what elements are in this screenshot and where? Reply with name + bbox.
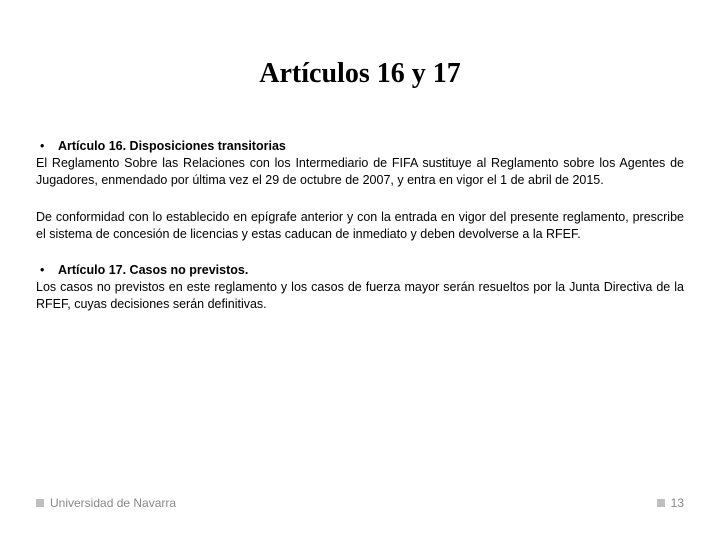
footer-right: 13 xyxy=(657,496,684,510)
slide: Artículos 16 y 17 •Artículo 16. Disposic… xyxy=(0,0,720,540)
square-icon xyxy=(657,499,665,507)
square-icon xyxy=(36,499,44,507)
conformity-block: De conformidad con lo establecido en epí… xyxy=(36,209,684,243)
slide-footer: Universidad de Navarra 13 xyxy=(36,496,684,510)
slide-title: Artículos 16 y 17 xyxy=(0,0,720,138)
article-block-16: •Artículo 16. Disposiciones transitorias… xyxy=(36,138,684,189)
conformity-body: De conformidad con lo establecido en epí… xyxy=(36,209,684,243)
article-16-heading-line: •Artículo 16. Disposiciones transitorias xyxy=(36,138,684,155)
article-block-17: •Artículo 17. Casos no previstos. Los ca… xyxy=(36,262,684,313)
bullet-icon: • xyxy=(40,138,58,155)
footer-left: Universidad de Navarra xyxy=(36,496,176,510)
article-17-body: Los casos no previstos en este reglament… xyxy=(36,279,684,313)
slide-content: •Artículo 16. Disposiciones transitorias… xyxy=(0,138,720,313)
article-17-heading: Artículo 17. Casos no previstos. xyxy=(58,263,248,277)
article-17-heading-line: •Artículo 17. Casos no previstos. xyxy=(36,262,684,279)
bullet-icon: • xyxy=(40,262,58,279)
article-16-heading: Artículo 16. Disposiciones transitorias xyxy=(58,139,286,153)
footer-page-number: 13 xyxy=(671,496,684,510)
footer-university: Universidad de Navarra xyxy=(50,496,176,510)
article-16-body: El Reglamento Sobre las Relaciones con l… xyxy=(36,155,684,189)
